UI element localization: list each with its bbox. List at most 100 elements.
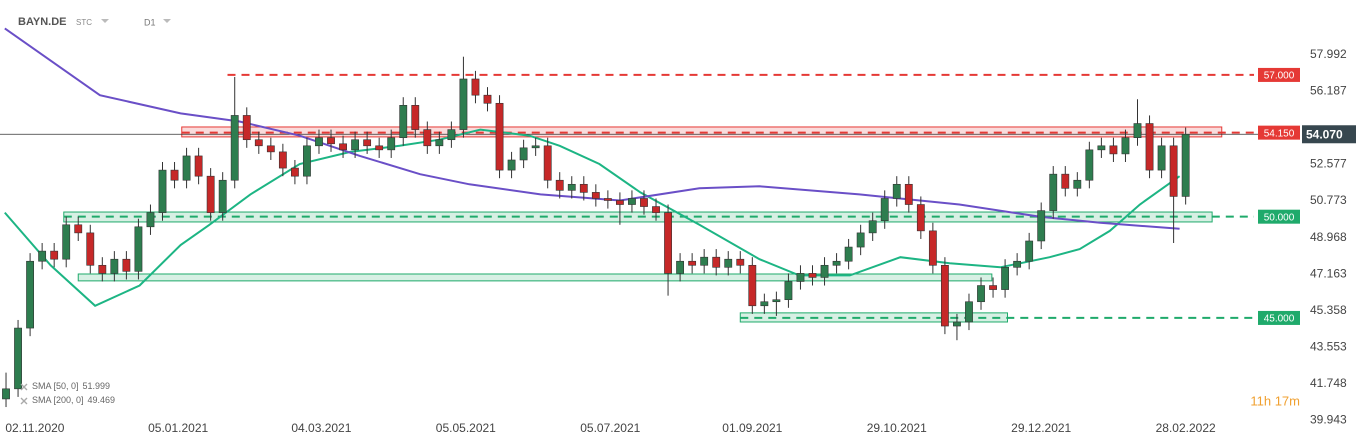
- candle-body: [1073, 179, 1082, 189]
- candle-body: [832, 260, 841, 266]
- y-tick-label: 52.577: [1310, 157, 1347, 171]
- level-tag-label: 57.000: [1264, 71, 1295, 82]
- legend-name: SMA [50, 0]: [32, 381, 79, 391]
- last-price-tag: [1302, 125, 1356, 144]
- candle-body: [1157, 145, 1166, 171]
- candle-body: [1037, 210, 1046, 242]
- candle-body: [1013, 260, 1022, 268]
- candle-body: [916, 204, 925, 232]
- candle-body: [399, 105, 408, 139]
- candle-body: [1001, 267, 1010, 290]
- candle-body: [14, 327, 22, 390]
- candle-body: [1121, 137, 1130, 155]
- candle-body: [868, 220, 877, 234]
- candle-body: [303, 145, 311, 177]
- legend-remove-icon[interactable]: [20, 397, 28, 405]
- candle-body: [495, 102, 504, 171]
- candle-body: [928, 230, 937, 266]
- candle-body: [808, 273, 817, 278]
- candle-body: [628, 198, 636, 205]
- candle-body: [50, 250, 59, 260]
- candle-body: [471, 78, 480, 96]
- level-tag: [1258, 209, 1300, 224]
- y-tick-label: 45.358: [1310, 303, 1347, 317]
- candle-body: [1049, 173, 1058, 211]
- candle-body: [664, 212, 672, 274]
- candle-body: [519, 147, 528, 161]
- legend-value: 51.999: [83, 381, 111, 391]
- candle-body: [712, 256, 721, 268]
- interval[interactable]: D1: [144, 17, 156, 27]
- candle-body: [122, 258, 131, 272]
- candle-body: [688, 260, 697, 266]
- instrument-type[interactable]: STC: [76, 18, 92, 27]
- level-tag-label: 54.150: [1264, 128, 1295, 139]
- candle-body: [603, 198, 612, 201]
- candle-body: [724, 258, 733, 268]
- candle-body: [170, 169, 179, 181]
- candle-body: [940, 264, 949, 327]
- last-price-label: 54.070: [1306, 127, 1343, 141]
- candle-body: [748, 264, 757, 307]
- candle-body: [375, 145, 384, 151]
- candle-body: [989, 285, 997, 290]
- candle-body: [591, 192, 600, 199]
- sma-line: [4, 27, 1180, 230]
- candle-body: [242, 115, 251, 141]
- level-tag: [1258, 67, 1300, 82]
- dropdown-icon[interactable]: [101, 19, 109, 23]
- x-tick-label: 05.07.2021: [580, 421, 640, 435]
- price-zone: [77, 273, 993, 282]
- x-tick-label: 29.10.2021: [867, 421, 927, 435]
- x-tick-label: 04.03.2021: [291, 421, 351, 435]
- candle-body: [86, 232, 95, 266]
- candle-body: [772, 299, 781, 303]
- candle-body: [1025, 240, 1034, 262]
- y-tick-label: 41.748: [1310, 376, 1347, 390]
- x-tick-label: 01.09.2021: [722, 421, 782, 435]
- candle-body: [363, 139, 372, 147]
- y-tick-label: 57.992: [1310, 47, 1347, 61]
- candle-body: [844, 246, 853, 262]
- candle-body: [796, 273, 805, 282]
- x-tick-label: 28.02.2022: [1156, 421, 1216, 435]
- candle-body: [423, 129, 432, 147]
- candle-body: [278, 151, 287, 169]
- x-tick-label: 05.05.2021: [436, 421, 496, 435]
- y-tick-label: 48.968: [1310, 230, 1347, 244]
- candle-body: [315, 137, 323, 147]
- candle-body: [1097, 145, 1106, 151]
- candle-body: [411, 105, 420, 130]
- candle-countdown: 11h 17m: [1250, 393, 1300, 408]
- dropdown-icon[interactable]: [163, 19, 171, 23]
- candle-body: [339, 143, 347, 151]
- candle-body: [567, 183, 576, 191]
- legend-remove-icon[interactable]: [20, 383, 28, 391]
- candle-body: [1169, 145, 1178, 197]
- candle-body: [38, 250, 47, 262]
- candle-body: [1061, 173, 1070, 189]
- candle-body: [1109, 145, 1118, 155]
- candle-body: [856, 232, 865, 248]
- legend-entry: SMA [50, 0] 51.999: [32, 381, 110, 391]
- candle-body: [447, 129, 456, 141]
- candle-body: [880, 198, 889, 222]
- candle-body: [194, 155, 203, 177]
- candle-body: [218, 179, 227, 213]
- candle-body: [2, 388, 10, 400]
- candle-body: [1181, 133, 1190, 197]
- candle-body: [1085, 149, 1094, 181]
- candle-body: [543, 145, 552, 181]
- candle-body: [74, 224, 83, 234]
- y-tick-label: 56.187: [1310, 84, 1347, 98]
- level-tag-label: 50.000: [1264, 212, 1295, 223]
- candle-body: [158, 169, 167, 213]
- candle-body: [953, 321, 961, 327]
- candle-body: [290, 167, 299, 177]
- candle-body: [892, 183, 901, 199]
- symbol[interactable]: BAYN.DE: [18, 16, 67, 28]
- candle-body: [820, 264, 829, 278]
- level-tag: [1258, 125, 1300, 140]
- candle-body: [555, 179, 564, 191]
